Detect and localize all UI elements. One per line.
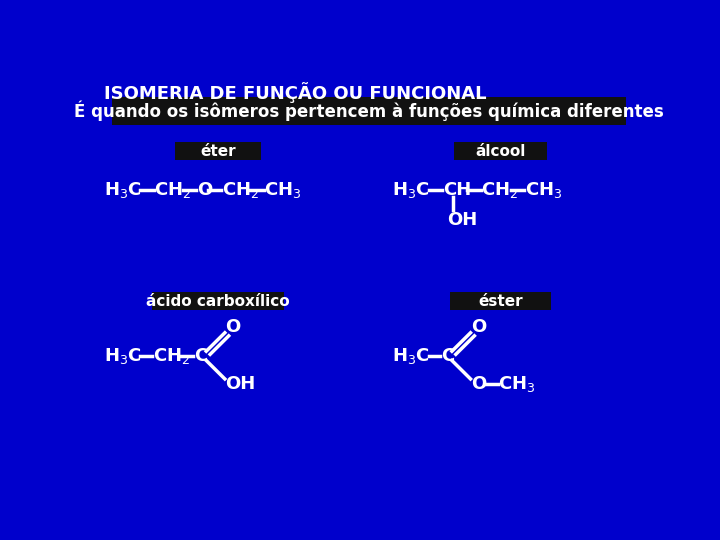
- FancyBboxPatch shape: [454, 142, 547, 160]
- Text: CH$_3$: CH$_3$: [498, 374, 536, 394]
- Text: ISOMERIA DE FUNÇÃO OU FUNCIONAL: ISOMERIA DE FUNÇÃO OU FUNCIONAL: [104, 82, 487, 103]
- Text: éter: éter: [200, 144, 235, 159]
- Text: ácido carboxílico: ácido carboxílico: [146, 294, 289, 309]
- Text: CH$_2$: CH$_2$: [153, 346, 190, 366]
- FancyBboxPatch shape: [451, 292, 551, 310]
- Text: O: O: [197, 181, 212, 199]
- Text: OH: OH: [225, 375, 256, 393]
- FancyBboxPatch shape: [152, 292, 284, 310]
- Text: álcool: álcool: [476, 144, 526, 159]
- Text: éster: éster: [478, 294, 523, 309]
- Text: OH: OH: [447, 211, 477, 228]
- FancyBboxPatch shape: [175, 142, 261, 160]
- Text: CH$_3$: CH$_3$: [525, 180, 562, 200]
- Text: CH$_3$: CH$_3$: [264, 180, 302, 200]
- FancyBboxPatch shape: [112, 97, 626, 125]
- Text: CH$_2$: CH$_2$: [222, 180, 259, 200]
- Text: O: O: [225, 318, 241, 335]
- Text: H$_3$C: H$_3$C: [104, 180, 142, 200]
- Text: C: C: [194, 347, 207, 365]
- Text: H$_3$C: H$_3$C: [104, 346, 142, 366]
- Text: O: O: [472, 318, 487, 335]
- Text: C: C: [441, 347, 454, 365]
- Text: H$_3$C: H$_3$C: [392, 346, 430, 366]
- Text: O: O: [472, 375, 487, 393]
- Text: CH$_2$: CH$_2$: [482, 180, 518, 200]
- Text: É quando os isômeros pertencem à funções química diferentes: É quando os isômeros pertencem à funções…: [74, 101, 664, 122]
- Text: CH: CH: [443, 181, 471, 199]
- Text: CH$_2$: CH$_2$: [154, 180, 192, 200]
- Text: H$_3$C: H$_3$C: [392, 180, 430, 200]
